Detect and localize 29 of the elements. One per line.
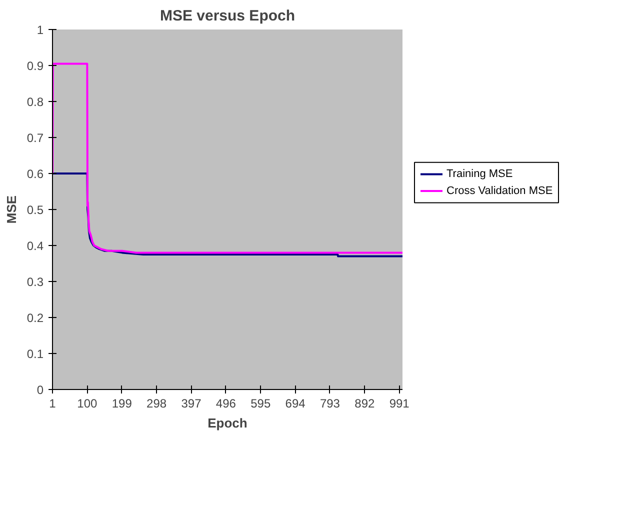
x-tick-label: 100 [77,396,98,410]
x-tick-label: 1 [49,396,56,410]
line-series [52,62,402,254]
y-tick-label: 0.3 [26,275,44,289]
chart-title: MSE versus Epoch [160,8,296,24]
x-axis-title: Epoch [208,416,248,430]
y-tick-label: 0.8 [26,95,44,109]
y-tick-label: 0.9 [26,59,44,73]
line-series [52,172,402,258]
x-tick-label: 199 [112,396,132,410]
legend-label: Training MSE [446,168,513,180]
y-tick-label: 0.6 [26,167,44,181]
y-tick-label: 0.4 [26,239,44,253]
x-tick-label: 694 [285,396,306,410]
x-tick-label: 991 [389,396,410,410]
y-tick-label: 0.2 [26,311,44,325]
x-tick-label: 892 [354,396,375,410]
y-tick-label: 0.7 [26,131,44,145]
x-tick-label: 793 [320,396,340,410]
y-tick-label: 1 [36,23,44,37]
x-tick-label: 298 [146,396,167,410]
y-tick-label: 0 [36,383,44,397]
y-tick-label: 0.5 [26,203,44,217]
y-axis-title: MSE [4,195,19,224]
y-tick-label: 0.1 [26,347,44,361]
x-tick-label: 496 [216,396,236,410]
x-tick-label: 595 [250,396,271,410]
legend-label: Cross Validation MSE [446,185,553,198]
x-tick-label: 397 [181,396,202,410]
